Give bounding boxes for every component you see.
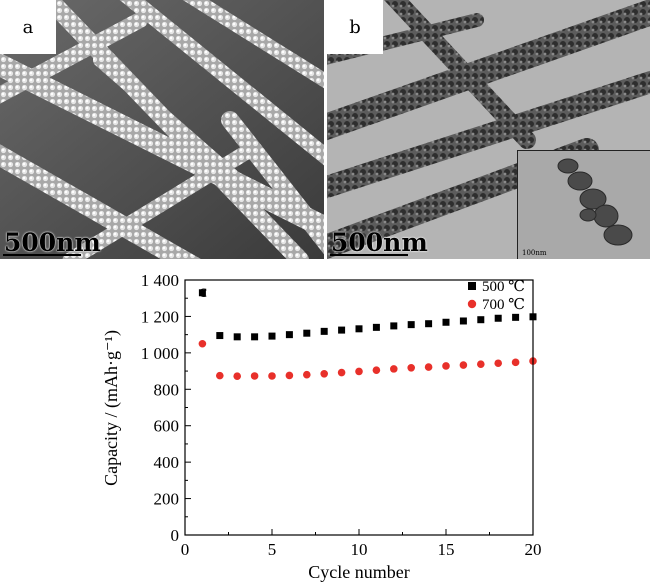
point-700c xyxy=(390,365,398,373)
y-tick-label: 600 xyxy=(154,417,180,436)
scale-bar-a xyxy=(3,254,81,256)
point-700c xyxy=(216,371,224,380)
point-500c xyxy=(390,322,398,330)
point-700c xyxy=(459,361,468,369)
x-tick-label: 20 xyxy=(525,540,542,559)
y-axis-ticks: 0 200 400 600 800 1 000 1 200 1 400 xyxy=(141,271,191,545)
scale-bar-b xyxy=(330,254,408,256)
legend-marker-500 xyxy=(468,282,476,290)
point-700c xyxy=(442,362,450,370)
point-700c xyxy=(198,339,207,348)
x-tick-label: 15 xyxy=(438,540,455,559)
point-700c xyxy=(372,366,381,374)
point-500c xyxy=(355,325,363,333)
point-700c xyxy=(320,370,328,378)
point-500c xyxy=(338,326,346,334)
point-700c xyxy=(285,371,294,380)
point-500c xyxy=(512,313,520,321)
point-500c xyxy=(372,323,380,331)
point-500c xyxy=(216,332,224,340)
y-tick-label: 1 200 xyxy=(141,307,179,326)
point-500c xyxy=(407,321,415,329)
data-points xyxy=(198,289,537,380)
point-700c xyxy=(355,367,363,376)
point-700c xyxy=(268,372,276,380)
legend-marker-700 xyxy=(467,299,477,309)
y-tick-label: 800 xyxy=(154,380,180,399)
x-axis-ticks: 0 5 10 15 20 xyxy=(181,529,542,559)
x-tick-label: 10 xyxy=(351,540,368,559)
x-tick-label: 0 xyxy=(181,540,190,559)
point-700c xyxy=(303,370,311,379)
point-500c xyxy=(425,320,433,328)
point-700c xyxy=(337,368,346,377)
point-700c xyxy=(494,359,503,368)
plot-frame xyxy=(184,279,534,536)
point-500c xyxy=(477,316,485,324)
y-tick-label: 1 400 xyxy=(141,271,179,290)
point-500c xyxy=(320,327,328,335)
panel-label-a: a xyxy=(0,0,56,54)
panel-label-c: c xyxy=(199,281,207,301)
x-axis-title: Cycle number xyxy=(308,562,409,582)
point-700c xyxy=(424,363,433,371)
point-500c xyxy=(268,332,276,340)
point-500c xyxy=(233,333,241,341)
point-700c xyxy=(233,372,241,380)
y-tick-label: 0 xyxy=(171,526,180,545)
scale-bar-label-a: 500nm xyxy=(4,228,101,257)
point-500c xyxy=(494,314,502,322)
point-700c xyxy=(250,372,259,380)
tem-image-panel-b: b 500nm 100nm xyxy=(327,0,650,259)
tem-inset: 100nm xyxy=(517,150,650,259)
point-500c xyxy=(442,318,450,326)
point-500c xyxy=(303,329,311,337)
sem-image-panel-a: a 500nm xyxy=(0,0,324,259)
panel-label-b: b xyxy=(327,0,383,54)
point-500c xyxy=(251,333,259,341)
legend-label-700: 700 ℃ xyxy=(482,297,525,313)
y-tick-label: 200 xyxy=(154,490,180,509)
sem-nanowire-image xyxy=(0,0,324,259)
point-700c xyxy=(407,363,416,372)
point-700c xyxy=(477,360,485,368)
y-tick-label: 400 xyxy=(154,453,180,472)
legend-label-500: 500 ℃ xyxy=(482,279,525,295)
inset-scale-label: 100nm xyxy=(522,249,547,257)
point-500c xyxy=(285,331,293,339)
y-axis-title: Capacity / (mAh·g⁻¹) xyxy=(101,330,122,486)
x-tick-label: 5 xyxy=(268,540,277,559)
point-500c xyxy=(198,289,206,297)
point-500c xyxy=(459,317,467,325)
legend: 500 ℃ 700 ℃ xyxy=(467,279,525,313)
y-tick-label: 1 000 xyxy=(141,344,179,363)
scale-bar-label-b: 500nm xyxy=(331,228,428,257)
tem-inset-image xyxy=(518,151,650,259)
point-700c xyxy=(511,358,520,367)
